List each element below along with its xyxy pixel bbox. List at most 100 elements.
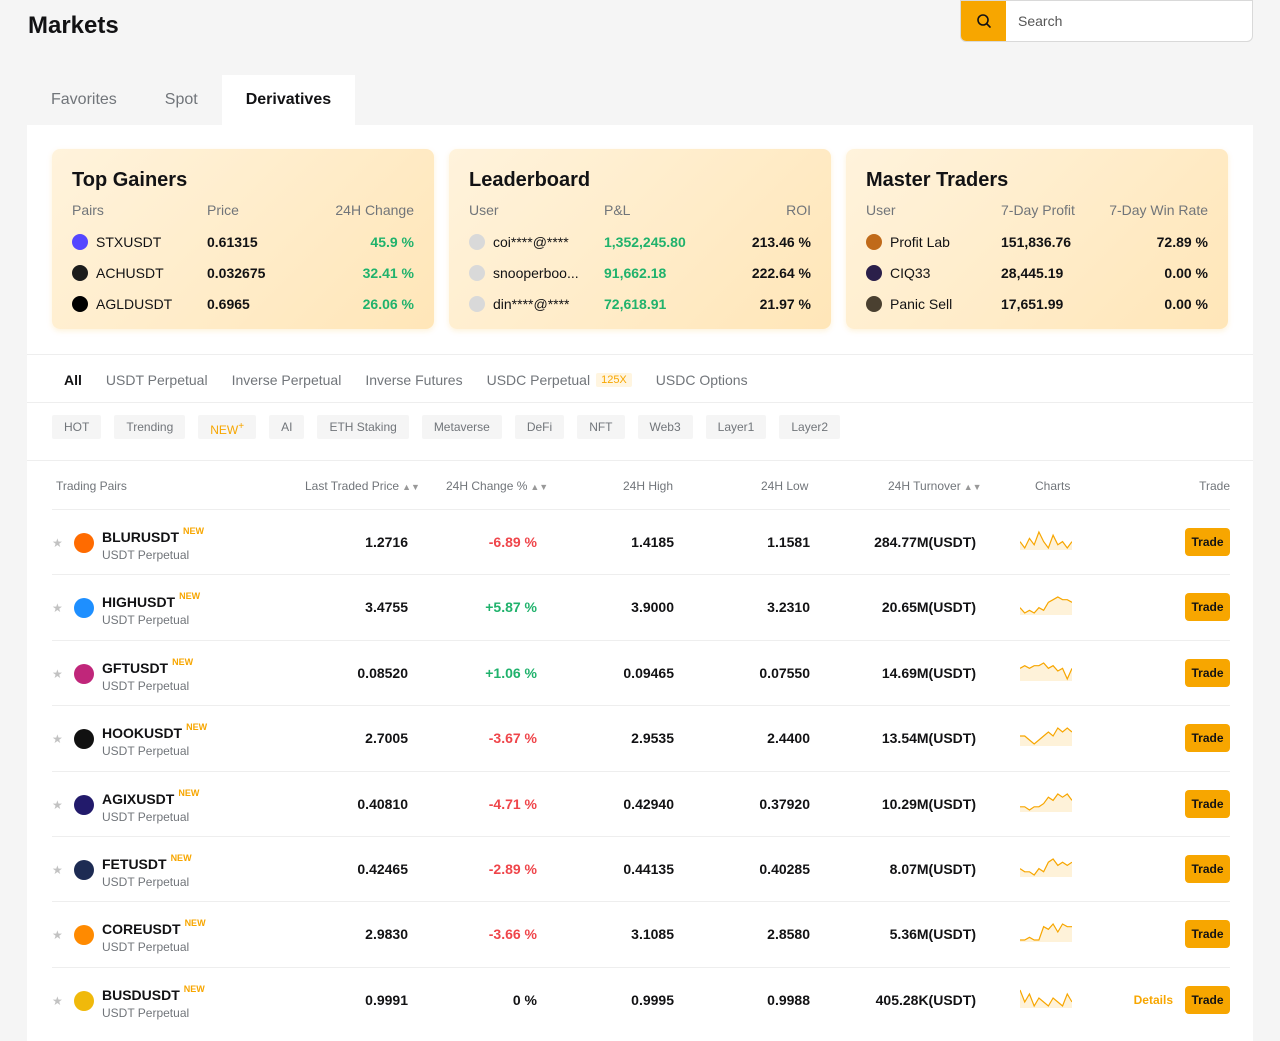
trade-button[interactable]: Trade (1185, 789, 1230, 818)
leaderboard-row[interactable]: snooperboo... 91,662.18 222.64 % (469, 257, 811, 288)
table-row[interactable]: ★ BLURUSDT NEW USDT Perpetual 1.2716 -6.89 % 1… (52, 509, 1230, 574)
star-icon[interactable]: ★ (52, 601, 63, 616)
table-row[interactable]: ★ GFTUSDT NEW USDT Perpetual 0.08520 +1.06 % 0… (52, 639, 1230, 705)
divider (27, 402, 1253, 403)
col-24h-turnover[interactable]: 24H Turnover ▲▼ (888, 479, 982, 493)
col-last-price[interactable]: Last Traded Price ▲▼ (305, 479, 420, 493)
trade-button[interactable]: Trade (1185, 658, 1230, 687)
low-price: 0.37920 (759, 795, 810, 812)
sparkline-chart (1020, 989, 1072, 1008)
chip-trending[interactable]: Trending (114, 415, 186, 439)
user-cell: Panic Sell (866, 295, 1001, 312)
master-traders-card[interactable]: Master Traders User 7-Day Profit 7-Day W… (846, 149, 1228, 329)
star-icon[interactable]: ★ (52, 928, 63, 943)
sparkline-line (1020, 923, 1072, 941)
star-icon[interactable]: ★ (52, 797, 63, 812)
chip-new[interactable]: NEW+ (198, 415, 257, 439)
sparkline-line (1020, 858, 1072, 876)
new-badge: NEW (183, 526, 204, 536)
sparkline-chart (1020, 792, 1072, 812)
leaderboard-row[interactable]: coi****@**** 1,352,245.80 213.46 % (469, 226, 811, 257)
chip-eth-staking[interactable]: ETH Staking (317, 415, 409, 439)
col-label: 24H Turnover (888, 479, 961, 493)
tab-inverse-futures[interactable]: Inverse Futures (365, 372, 463, 388)
chip-metaverse[interactable]: Metaverse (421, 415, 502, 439)
new-badge: NEW (179, 591, 201, 602)
tab-usdc-perpetual[interactable]: USDC Perpetual 125X (487, 372, 632, 388)
chip-label: Metaverse (433, 420, 490, 434)
chip-layer1[interactable]: Layer1 (705, 415, 767, 439)
search-box[interactable] (960, 0, 1253, 42)
chip-layer2[interactable]: Layer2 (779, 415, 841, 439)
chip-defi[interactable]: DeFi (514, 415, 565, 439)
trader-name: Panic Sell (890, 295, 953, 312)
table-row[interactable]: ★ AGIXUSDT NEW USDT Perpetual 0.40810 -4.71 %… (52, 770, 1230, 836)
user-cell: din****@**** (469, 295, 604, 312)
star-icon[interactable]: ★ (52, 536, 63, 550)
chip-label: Layer2 (791, 420, 829, 434)
leaderboard-card[interactable]: Leaderboard User P&L ROI coi****@**** 1,3… (449, 149, 831, 329)
chip-label: NEW (210, 423, 239, 437)
win-rate-value: 72.89 % (1156, 233, 1208, 250)
star-icon[interactable]: ★ (52, 862, 63, 877)
trade-button[interactable]: Trade (1185, 593, 1230, 622)
chip-hot[interactable]: HOT (52, 415, 102, 439)
chip-label: AI (281, 420, 293, 434)
table-row[interactable]: ★ HIGHUSDT NEW USDT Perpetual 3.4755 +5.87 % 3… (52, 574, 1230, 639)
col-24h-change[interactable]: 24H Change % ▲▼ (446, 479, 548, 493)
change-percent: +5.87 % (485, 599, 537, 616)
tab-favorites[interactable]: Favorites (51, 91, 117, 108)
master-trader-row[interactable]: Panic Sell 17,651.99 0.00 % (866, 288, 1208, 319)
avatar-icon (866, 295, 882, 312)
trade-button[interactable]: Trade (1185, 724, 1230, 753)
star-icon[interactable]: ★ (52, 732, 63, 747)
tab-all[interactable]: All (64, 372, 82, 388)
tab-usdc-options[interactable]: USDC Options (655, 372, 748, 388)
trade-button[interactable]: Trade (1185, 528, 1230, 556)
details-link[interactable]: Details (1133, 992, 1173, 1007)
last-price: 3.4755 (365, 599, 408, 616)
last-price: 0.08520 (357, 664, 408, 681)
gainer-row[interactable]: STXUSDT 0.61315 45.9 % (72, 226, 414, 257)
tab-inverse-perpetual[interactable]: Inverse Perpetual (231, 372, 342, 388)
chip-ai[interactable]: AI (269, 415, 305, 439)
low-price: 2.4400 (767, 730, 810, 747)
star-icon[interactable]: ★ (52, 666, 63, 681)
leaderboard-row[interactable]: din****@**** 72,618.91 21.97 % (469, 288, 811, 319)
symbol-name: COREUSDT NEW (102, 918, 206, 938)
tab-spot[interactable]: Spot (164, 91, 198, 108)
chip-web3[interactable]: Web3 (637, 415, 693, 439)
sparkline-area (1020, 728, 1072, 747)
top-gainers-card[interactable]: Top Gainers Pairs Price 24H Change STXUS… (52, 149, 434, 329)
sparkline-line (1020, 596, 1072, 615)
turnover: 8.07M(USDT) (889, 860, 976, 877)
trade-button[interactable]: Trade (1185, 985, 1230, 1014)
filter-chips: HOT Trending NEW+ AI ETH Staking Metaverse DeF… (52, 415, 841, 439)
gainer-row[interactable]: ACHUSDT 0.032675 32.41 % (72, 257, 414, 288)
table-row[interactable]: ★ HOOKUSDT NEW USDT Perpetual 2.7005 -3.67 % 2… (52, 705, 1230, 770)
table-row[interactable]: ★ COREUSDT NEW USDT Perpetual 2.9830 -3.66 % 3… (52, 901, 1230, 966)
high-price: 0.9995 (631, 991, 674, 1008)
coin-icon (74, 990, 94, 1011)
col-header: ROI (786, 202, 811, 218)
master-trader-row[interactable]: CIQ33 28,445.19 0.00 % (866, 257, 1208, 288)
table-row[interactable]: ★ BUSDUSDT NEW USDT Perpetual 0.9991 0 % 0.999… (52, 966, 1230, 1032)
coin-icon (74, 859, 94, 880)
trade-button[interactable]: Trade (1185, 920, 1230, 949)
chip-nft[interactable]: NFT (577, 415, 625, 439)
trade-button[interactable]: Trade (1185, 854, 1230, 883)
gainer-row[interactable]: AGLDUSDT 0.6965 26.06 % (72, 288, 414, 319)
search-input[interactable] (1006, 1, 1252, 41)
tab-derivatives[interactable]: Derivatives (221, 75, 356, 125)
master-trader-row[interactable]: Profit Lab 151,836.76 72.89 % (866, 226, 1208, 257)
col-charts: Charts (1035, 479, 1071, 493)
table-header: Trading Pairs Last Traded Price ▲▼ 24H Ch… (52, 479, 1230, 509)
search-button[interactable] (961, 1, 1006, 41)
user-cell: coi****@**** (469, 233, 604, 250)
tab-usdt-perpetual[interactable]: USDT Perpetual (105, 372, 208, 388)
star-icon[interactable]: ★ (52, 993, 63, 1008)
sparkline-line (1020, 530, 1072, 550)
table-row[interactable]: ★ FETUSDT NEW USDT Perpetual 0.42465 -2.89 % 0… (52, 835, 1230, 901)
last-price: 0.40810 (357, 795, 408, 812)
price-value: 0.032675 (207, 264, 266, 281)
